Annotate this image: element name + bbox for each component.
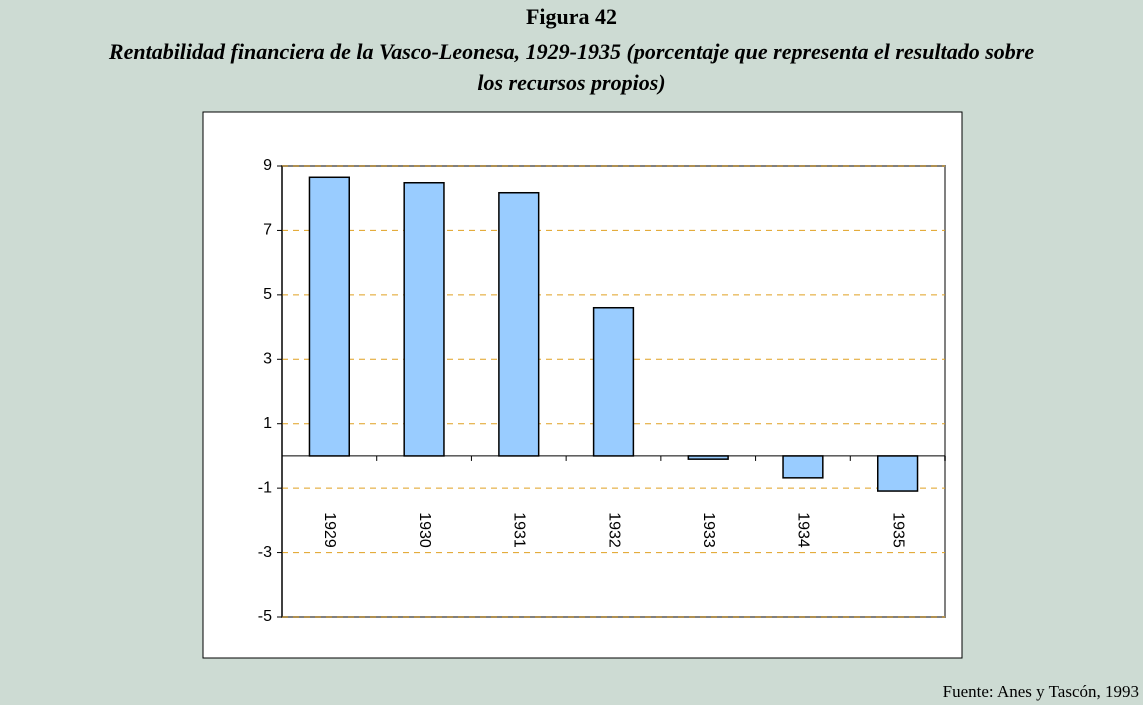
x-tick-label: 1934 [795,512,812,548]
y-tick-label: 9 [263,157,272,174]
y-tick-label: 1 [263,415,272,432]
x-tick-label: 1933 [700,512,717,548]
bar [592,306,635,457]
y-tick-label: -1 [258,479,272,496]
bar [403,182,445,457]
bar [687,455,729,460]
y-tick-label: 7 [263,222,272,239]
y-tick-label: 3 [263,351,272,368]
x-tick-label: 1930 [416,512,433,548]
x-tick-label: 1935 [889,512,906,548]
source: Fuente: Anes y Tascón, 1993 [942,682,1139,701]
bar [308,176,350,457]
bar [877,455,919,492]
y-tick-label: -3 [258,544,272,561]
figure-title: Figura 42 [525,4,618,29]
y-tick-label: 5 [263,286,272,303]
y-tick-label: -5 [258,608,272,625]
figure-subtitle: Rentabilidad financiera de la Vasco-Leon… [108,39,1035,95]
bar [782,455,824,479]
x-tick-label: 1932 [605,512,622,548]
x-tick-label: 1931 [511,512,528,548]
bar [498,191,540,457]
x-tick-label: 1929 [321,512,338,548]
